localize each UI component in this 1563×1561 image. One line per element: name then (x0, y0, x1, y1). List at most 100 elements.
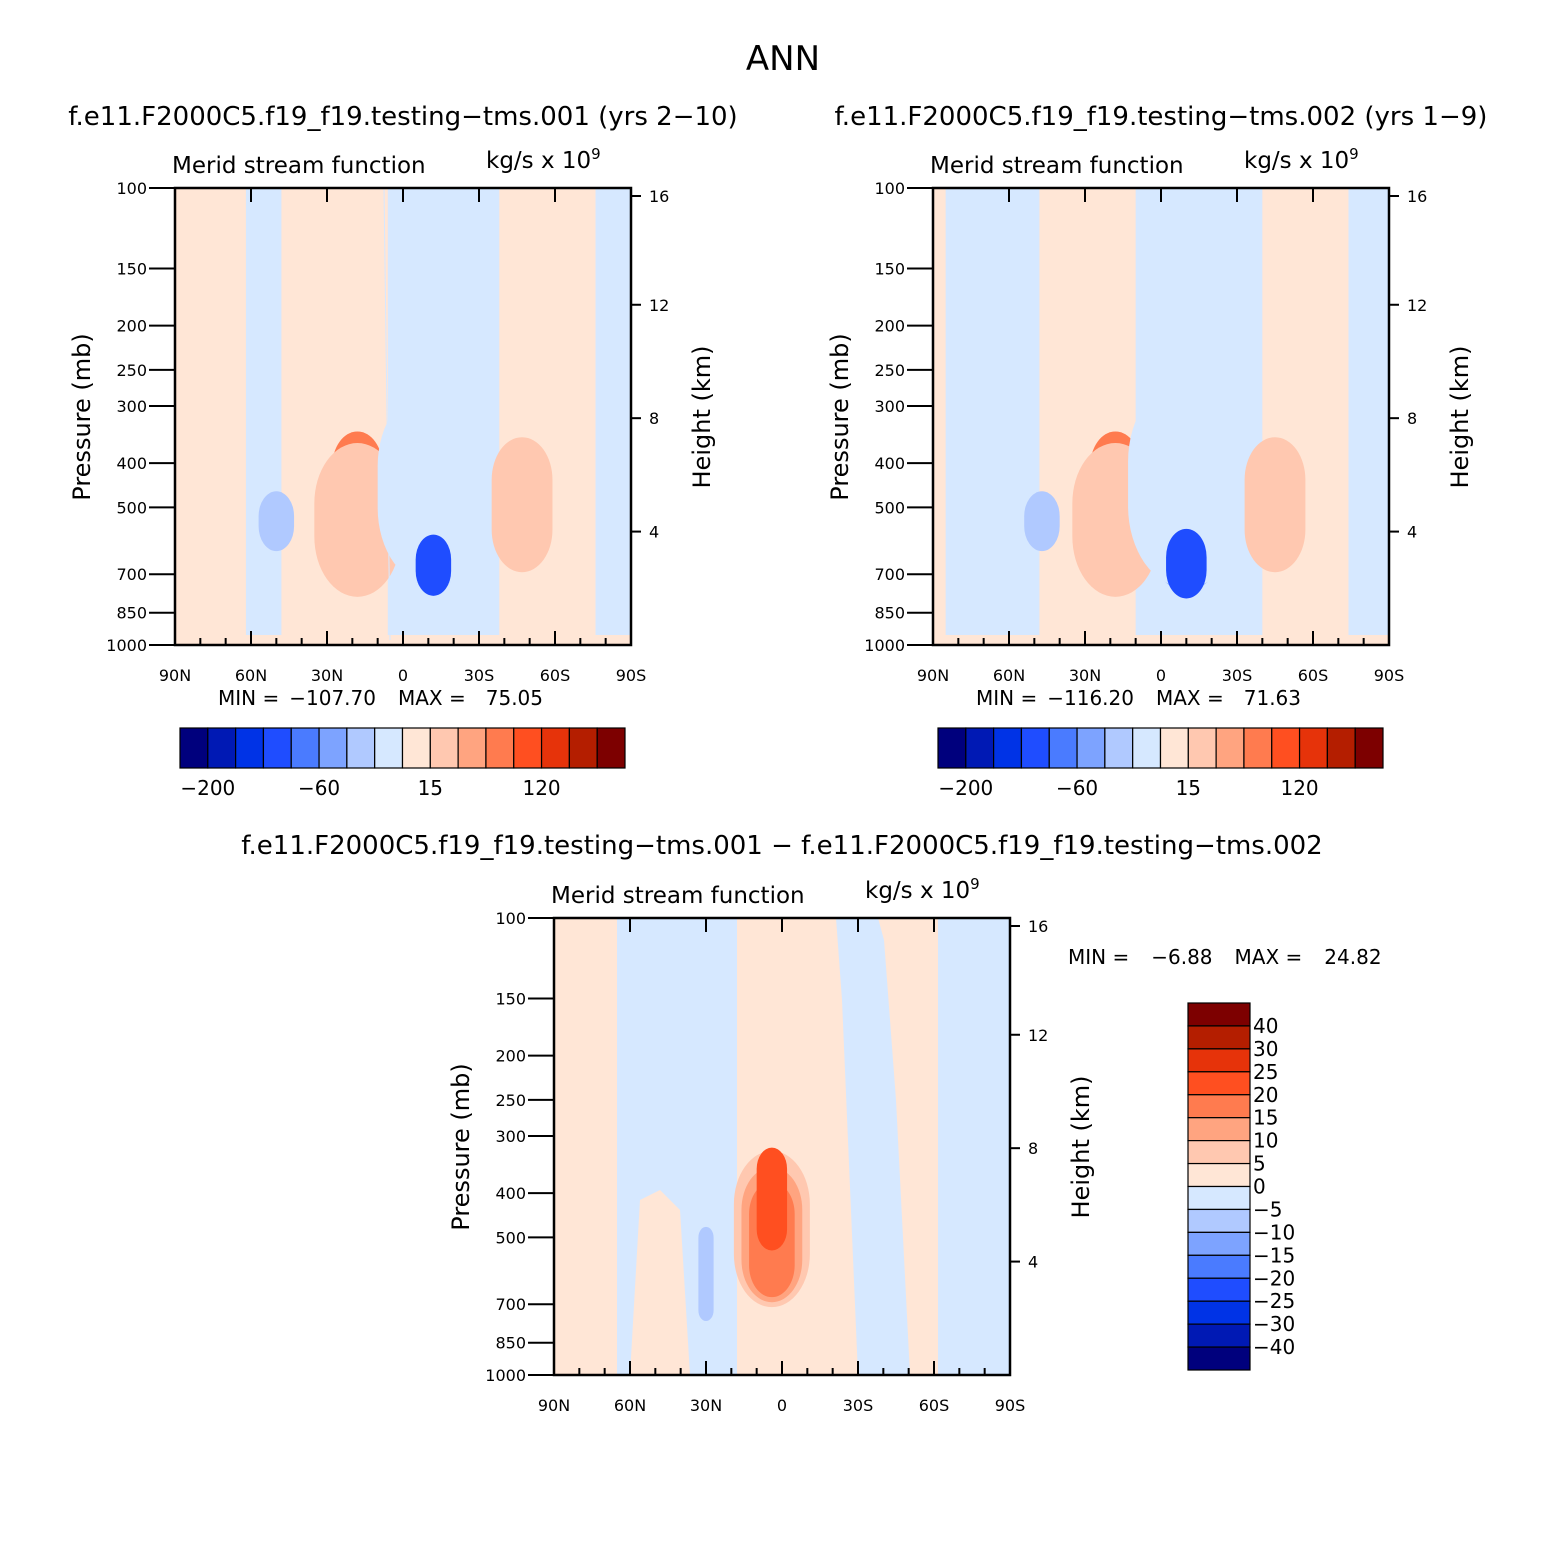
y-tick-label: 400 (495, 1184, 526, 1203)
colorbar-box (1159, 727, 1189, 769)
colorbar-box (262, 727, 292, 769)
test-case-title: f.e11.F2000C5.f19_f19.testing−tms.001 (y… (68, 102, 737, 132)
contour-cell (491, 437, 553, 573)
y-tick-label: 250 (495, 1091, 526, 1110)
colorbar-label: 10 (1253, 1129, 1278, 1153)
y-tick-label: 250 (874, 361, 905, 380)
colorbar-label: −20 (1253, 1266, 1295, 1290)
x-tick-label: 90N (917, 666, 949, 685)
y-ticks: 100 150 200 250 300 400 500 700 850 1000 (864, 179, 933, 655)
colorbar-label: 5 (1253, 1152, 1266, 1176)
x-tick-label: 90S (995, 1396, 1026, 1415)
contour-cell (1128, 379, 1245, 588)
contour-cell (1024, 491, 1060, 552)
colorbar-box (937, 727, 967, 769)
colorbar-box (1187, 1094, 1251, 1119)
colorbar-box (1187, 727, 1217, 769)
colorbar-label: −60 (298, 776, 340, 800)
y-right-axis-title: Height (km) (688, 346, 716, 489)
colorbar-label: −200 (180, 776, 235, 800)
colorbar: −200 −60 15 120 (937, 727, 1384, 800)
x-tick-label: 60S (540, 666, 571, 685)
x-tick-label: 0 (777, 1396, 787, 1415)
y-tick-label: 500 (495, 1228, 526, 1247)
contour-cell (756, 1147, 788, 1251)
x-tick-label: 30S (843, 1396, 874, 1415)
x-tick-label: 0 (1156, 666, 1166, 685)
colorbar-box (1187, 1323, 1251, 1348)
colorbar-label: 0 (1253, 1175, 1266, 1199)
y-tick-label: 700 (116, 565, 147, 584)
y-tick-label: 400 (874, 454, 905, 473)
colorbar-box (1187, 1048, 1251, 1073)
contour-layer (945, 188, 1389, 635)
y-tick-label: 150 (874, 259, 905, 278)
stats-line: MIN = −6.88 MAX = 24.82 (1068, 945, 1382, 969)
y-tick-label: 1000 (485, 1366, 526, 1385)
colorbar-box (1187, 1254, 1251, 1279)
colorbar-box (290, 727, 320, 769)
y-right-ticks: 16 12 8 4 (1389, 187, 1427, 542)
colorbar-box (207, 727, 237, 769)
colorbar-box (485, 727, 515, 769)
colorbar-box (1187, 1346, 1251, 1371)
contour-band (245, 188, 282, 635)
contour-cell (698, 1226, 714, 1322)
x-tick-label: 30N (690, 1396, 722, 1415)
x-ticks: 90N 60N 30N 0 30S 60S 90S (159, 188, 646, 685)
control-panel: Merid stream function kg/s x 109 1001502… (826, 145, 1474, 800)
colorbar-label: 120 (1280, 776, 1318, 800)
colorbar-label: −30 (1253, 1312, 1295, 1336)
difference-title: f.e11.F2000C5.f19_f19.testing−tms.001 − … (241, 831, 1322, 861)
plot-label-right: kg/s x 109 (865, 875, 980, 904)
colorbar-box (401, 727, 431, 769)
control-case-title: f.e11.F2000C5.f19_f19.testing−tms.002 (y… (835, 102, 1488, 132)
colorbar-box (993, 727, 1023, 769)
y-right-axis-title: Height (km) (1067, 1076, 1095, 1219)
colorbar-box (179, 727, 209, 769)
y-tick-label: 200 (874, 317, 905, 336)
x-tick-label: 60N (235, 666, 267, 685)
x-tick-label: 30N (311, 666, 343, 685)
colorbar-box (1132, 727, 1162, 769)
colorbar-box (1215, 727, 1245, 769)
colorbar-box (429, 727, 459, 769)
colorbar-box (540, 727, 570, 769)
colorbar-box (965, 727, 995, 769)
y-right-tick-label: 4 (649, 523, 659, 542)
colorbar-box (1187, 1140, 1251, 1165)
y-tick-label: 250 (116, 361, 147, 380)
colorbar-label: 20 (1253, 1083, 1278, 1107)
y-axis-title: Pressure (mb) (68, 333, 96, 500)
y-tick-label: 150 (116, 259, 147, 278)
colorbar-label: 40 (1253, 1014, 1278, 1038)
y-ticks: 100 150 200 250 300 400 500 700 850 1000 (485, 909, 554, 1385)
y-tick-label: 200 (495, 1047, 526, 1066)
colorbar-label: −15 (1253, 1243, 1295, 1267)
colorbar-label: −25 (1253, 1289, 1295, 1313)
colorbar-box (1271, 727, 1301, 769)
test-panel: Merid stream function kg/s x 109 1001502… (68, 145, 716, 800)
x-tick-label: 60N (993, 666, 1025, 685)
y-right-tick-label: 4 (1028, 1253, 1038, 1272)
contour-band (1348, 188, 1389, 635)
colorbar-box (1187, 1300, 1251, 1325)
y-tick-label: 300 (116, 397, 147, 416)
contour-cell (377, 388, 490, 586)
colorbar-box (596, 727, 626, 769)
contour-cell (1166, 528, 1207, 599)
y-tick-label: 500 (874, 498, 905, 517)
y-tick-label: 100 (495, 909, 526, 928)
y-tick-label: 850 (495, 1334, 526, 1353)
y-tick-label: 700 (495, 1295, 526, 1314)
colorbar-label: −40 (1253, 1335, 1295, 1359)
colorbar-label: 120 (522, 776, 560, 800)
colorbar-box (1048, 727, 1078, 769)
y-tick-label: 850 (116, 604, 147, 623)
colorbar-box (1187, 1185, 1251, 1211)
colorbar-label: 25 (1253, 1060, 1278, 1084)
colorbar-box (318, 727, 348, 769)
contour-layer (698, 1147, 810, 1322)
y-right-tick-label: 16 (1407, 187, 1427, 206)
